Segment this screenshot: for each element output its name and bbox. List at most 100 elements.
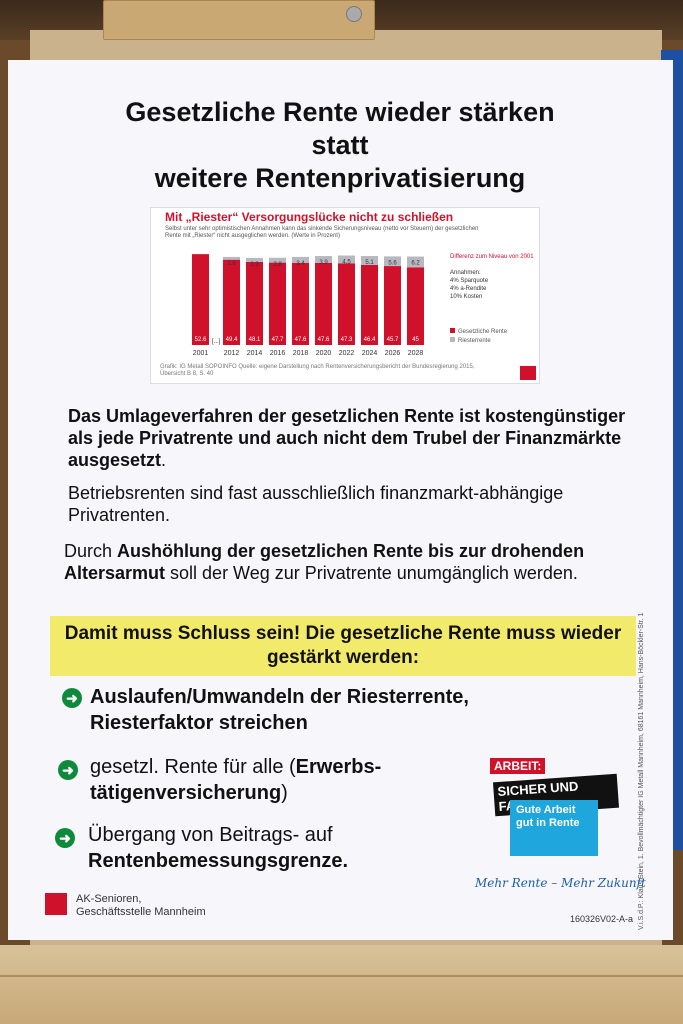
bar-gesetzliche-rente bbox=[269, 262, 286, 345]
data-label-riesterrente: 5.1 bbox=[365, 260, 374, 266]
demand-item-2: gesetzl. Rente für alle (Erwerbs-tätigen… bbox=[90, 754, 480, 806]
x-tick-label: 2022 bbox=[339, 350, 355, 357]
bar-gesetzliche-rente bbox=[384, 266, 401, 345]
legend-swatch bbox=[450, 328, 455, 333]
data-label-gesetzliche-rente: 47.3 bbox=[341, 337, 353, 343]
print-code: 160326V02-A-a bbox=[570, 914, 634, 924]
bar-gesetzliche-rente bbox=[407, 267, 424, 345]
x-tick-label: 2001 bbox=[193, 350, 209, 357]
axis-break-label: [...] bbox=[212, 339, 221, 345]
bar-gesetzliche-rente bbox=[292, 262, 309, 345]
wooden-clip bbox=[103, 0, 375, 40]
data-label-riesterrente: 3.9 bbox=[319, 260, 328, 266]
bar-gesetzliche-rente bbox=[338, 263, 355, 345]
data-label-gesetzliche-rente: 46.4 bbox=[364, 337, 376, 343]
demand-item-3: Übergang von Beitrags- auf Rentenbemessun… bbox=[88, 822, 478, 874]
title-line-3: weitere Rentenprivatisierung bbox=[154, 163, 526, 193]
annotation-assumption: 4% a-Rendite bbox=[450, 286, 487, 292]
title-line-2: statt bbox=[311, 130, 369, 160]
bar-riesterrente bbox=[246, 257, 263, 262]
data-label-gesetzliche-rente: 45 bbox=[412, 337, 419, 343]
data-label-gesetzliche-rente: 47.6 bbox=[318, 337, 330, 343]
x-tick-label: 2016 bbox=[270, 350, 286, 357]
bar-gesetzliche-rente bbox=[223, 259, 240, 345]
wood-background-bottom bbox=[0, 945, 683, 1024]
demand-item-1: Auslaufen/Umwandeln der Riesterrente, Ri… bbox=[90, 686, 469, 734]
bar-riesterrente bbox=[407, 256, 424, 268]
chart-source: Grafik: IG Metall SOPOINFO Quelle: eigen… bbox=[160, 364, 475, 377]
data-label-riesterrente: 1.6 bbox=[227, 261, 236, 267]
x-tick-label: 2018 bbox=[293, 350, 309, 357]
imprint-vertical: V.i.S.d.P.: Klaus Stein, 1. Bevollmächti… bbox=[638, 612, 645, 931]
data-label-gesetzliche-rente: 49.4 bbox=[226, 337, 238, 343]
paragraph-2-c: soll der Weg zur Privatrente unumgänglic… bbox=[165, 563, 578, 583]
data-label-riesterrente: 5.6 bbox=[388, 260, 397, 266]
data-label-riesterrente: 4.5 bbox=[342, 260, 351, 266]
legend-swatch bbox=[450, 337, 455, 342]
x-tick-label: 2020 bbox=[316, 350, 332, 357]
badge-line-4: gut in Rente bbox=[516, 817, 580, 829]
footer-line-1: AK-Senioren, bbox=[76, 893, 142, 905]
bar-riesterrente bbox=[269, 257, 286, 263]
annotation-title: Differenz zum Niveau von 2001 bbox=[450, 254, 534, 260]
data-label-gesetzliche-rente: 47.6 bbox=[295, 337, 307, 343]
demand-item-3-a: Übergang von Beitrags- auf bbox=[88, 824, 333, 846]
arrow-right-icon: ➜ bbox=[55, 828, 75, 848]
bar-riesterrente bbox=[315, 256, 332, 263]
data-label-gesetzliche-rente: 48.1 bbox=[249, 337, 261, 343]
bar-chart: 52.6 2001 49.4 1.6 2012 48.1 2.3 2014 47.7 2.8 201… bbox=[192, 254, 534, 357]
arrow-right-icon: ➜ bbox=[62, 688, 82, 708]
badge-line-3: Gute Arbeit bbox=[516, 804, 576, 816]
x-tick-label: 2026 bbox=[385, 350, 401, 357]
x-tick-label: 2024 bbox=[362, 350, 378, 357]
chart-subtitle: Selbst unter sehr optimistischen Annahme… bbox=[165, 226, 479, 239]
paragraph-2-b: Aushöhlung der gesetzlichen Rente bis zu… bbox=[64, 541, 585, 583]
demand-item-3-b: Rentenbemessungsgrenze. bbox=[88, 850, 349, 872]
footer-line-2: Geschäftsstelle Mannheim bbox=[76, 906, 206, 918]
bar-gesetzliche-rente bbox=[246, 261, 263, 345]
x-tick-label: 2014 bbox=[247, 350, 263, 357]
arrow-right-icon: ➜ bbox=[58, 760, 78, 780]
data-label-riesterrente: 2.3 bbox=[250, 262, 259, 268]
paragraph-2-a: Durch bbox=[64, 541, 118, 561]
bar-riesterrente bbox=[292, 256, 309, 263]
bar-riesterrente bbox=[223, 256, 240, 260]
badge-line-1: ARBEIT: bbox=[490, 758, 546, 774]
annotation-assumption: Annahmen: bbox=[450, 270, 481, 276]
bar-riesterrente bbox=[384, 256, 401, 267]
paragraph-2: Durch Aushöhlung der gesetzlichen Rente … bbox=[64, 540, 614, 584]
bar-gesetzliche-rente bbox=[361, 264, 378, 345]
paragraph-1-end: . bbox=[161, 450, 167, 470]
data-label-riesterrente: 2.8 bbox=[273, 262, 282, 268]
footer-sender: AK-Senioren, Geschäftsstelle Mannheim bbox=[76, 893, 206, 919]
annotation-assumption: 4% Sparquote bbox=[450, 278, 489, 284]
paragraph-1-bold: Das Umlageverfahren der gesetzlichen Ren… bbox=[68, 406, 626, 470]
poster-title: Gesetzliche Rente wieder stärken statt w… bbox=[20, 96, 660, 195]
highlight-box: Damit muss Schluss sein! Die gesetzliche… bbox=[50, 616, 636, 676]
title-line-1: Gesetzliche Rente wieder stärken bbox=[125, 97, 555, 127]
x-tick-label: 2012 bbox=[224, 350, 240, 357]
data-label-gesetzliche-rente: 47.7 bbox=[272, 337, 284, 343]
bar-gesetzliche-rente bbox=[192, 254, 209, 345]
wood-joint bbox=[0, 975, 683, 977]
slogan: Mehr Rente – Mehr Zukunft bbox=[475, 876, 646, 890]
data-label-gesetzliche-rente: 45.7 bbox=[387, 337, 399, 343]
chart-heading: Mit „Riester“ Versorgungslücke nicht zu … bbox=[165, 210, 454, 224]
legend-label: Riesterrente bbox=[458, 338, 491, 344]
igmetall-logo-icon bbox=[45, 893, 67, 915]
demand-item-2-c: ) bbox=[281, 782, 288, 804]
x-tick-label: 2028 bbox=[408, 350, 424, 357]
badge-box: Gute Arbeit gut in Rente bbox=[510, 800, 598, 856]
igmetall-logo-icon bbox=[520, 366, 536, 380]
demand-item-2-a: gesetzl. Rente für alle ( bbox=[90, 756, 296, 778]
paragraph-1: Das Umlageverfahren der gesetzlichen Ren… bbox=[68, 405, 628, 471]
data-label-riesterrente: 3.4 bbox=[296, 261, 305, 267]
screw-icon bbox=[346, 6, 362, 22]
bar-gesetzliche-rente bbox=[315, 262, 332, 345]
data-label-riesterrente: 6.2 bbox=[411, 261, 420, 267]
campaign-badge: ARBEIT: SICHER UND FAIR! Gute Arbeit gut… bbox=[490, 758, 620, 858]
annotation-assumption: 10% Kosten bbox=[450, 294, 482, 300]
data-label-gesetzliche-rente: 52.6 bbox=[195, 337, 207, 343]
legend-label: Gesetzliche Rente bbox=[458, 329, 508, 335]
bar-riesterrente bbox=[338, 255, 355, 264]
